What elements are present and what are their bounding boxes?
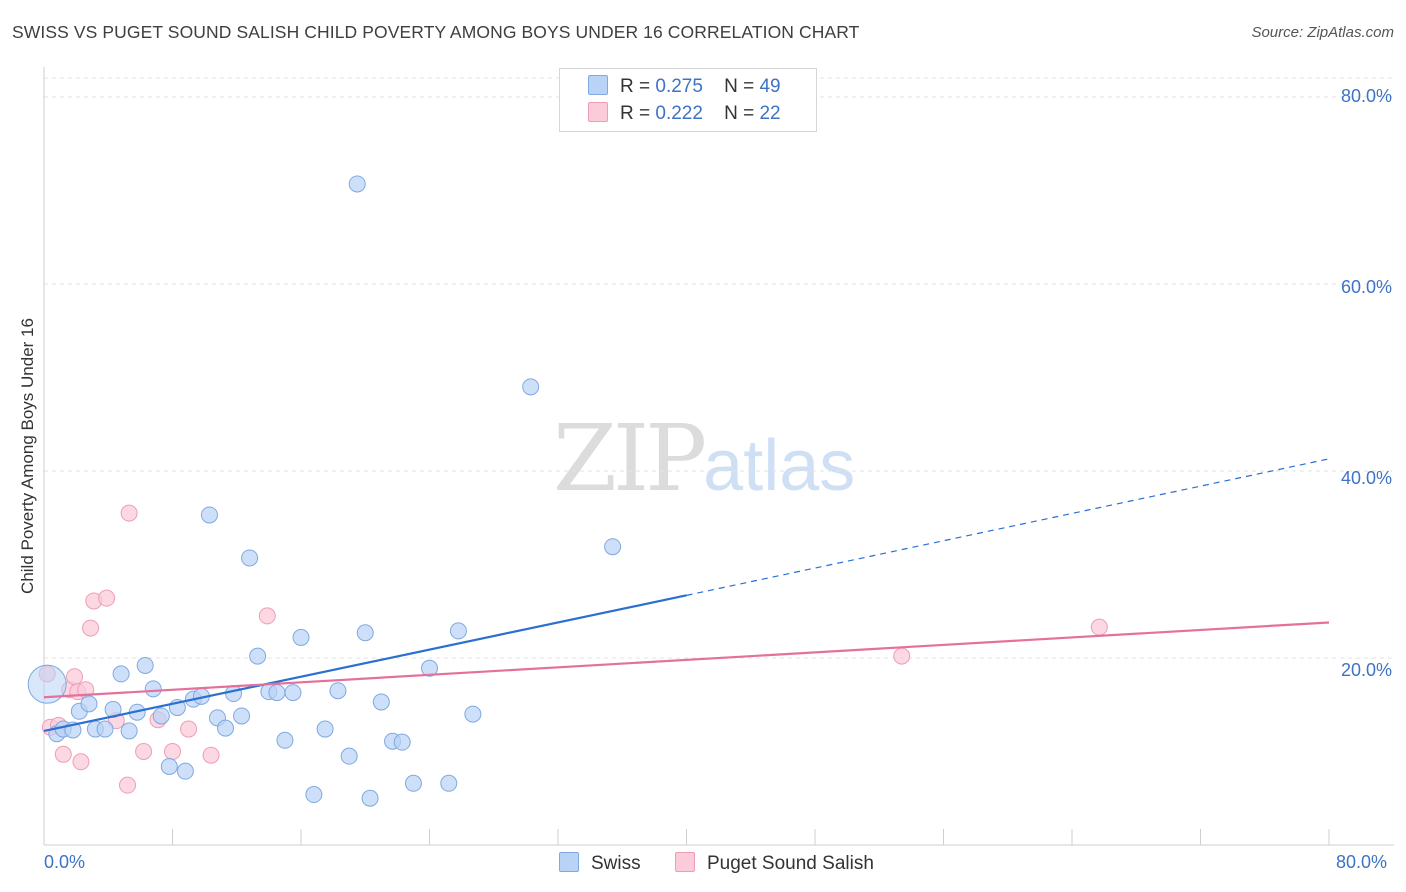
- salish-point: [164, 743, 181, 760]
- watermark-zip: ZIP: [553, 405, 707, 512]
- swiss-point: [522, 378, 540, 396]
- swiss-point: [120, 722, 138, 740]
- swiss-swatch: [588, 75, 608, 95]
- swiss-point: [176, 762, 194, 780]
- swiss-point: [217, 719, 235, 737]
- swiss-point: [604, 538, 622, 556]
- swiss-trend-line: [43, 594, 687, 733]
- salish-points: [38, 504, 1108, 794]
- swiss-point: [404, 774, 422, 792]
- swiss-point: [292, 628, 310, 646]
- swiss-point: [144, 680, 162, 698]
- salish-r-value: 0.222: [655, 103, 703, 124]
- chart-source: Source: ZipAtlas.com: [1251, 24, 1394, 41]
- swiss-point: [268, 684, 286, 702]
- swiss-point: [356, 624, 374, 642]
- swiss-point: [372, 693, 390, 711]
- swiss-point: [440, 774, 458, 792]
- swiss-point: [305, 786, 323, 804]
- legend-item-salish[interactable]: Puget Sound Salish: [675, 852, 874, 875]
- salish-legend-swatch: [675, 852, 695, 872]
- swiss-point: [348, 175, 366, 193]
- swiss-point: [329, 682, 347, 700]
- salish-point: [1090, 618, 1108, 636]
- swiss-legend-label: Swiss: [591, 853, 641, 874]
- swiss-point: [421, 659, 438, 677]
- correlation-legend: R = 0.275 N = 49 R = 0.222 N = 22: [559, 68, 817, 132]
- salish-point: [180, 720, 198, 738]
- swiss-point: [136, 656, 154, 674]
- swiss-point: [225, 685, 243, 703]
- swiss-point: [200, 506, 218, 524]
- swiss-point: [160, 757, 178, 775]
- y-tick-label-60: 60.0%: [1340, 277, 1392, 297]
- salish-point: [119, 776, 137, 794]
- swiss-point: [340, 747, 358, 765]
- swiss-point: [249, 647, 267, 665]
- x-tick-label-max: 80.0%: [1336, 852, 1388, 872]
- salish-point: [258, 607, 276, 625]
- swiss-point: [449, 622, 467, 640]
- swiss-trend-extension: [686, 458, 1330, 596]
- swiss-point: [393, 733, 411, 751]
- watermark: ZIPatlas: [553, 405, 855, 512]
- chart-title: SWISS VS PUGET SOUND SALISH CHILD POVERT…: [12, 22, 860, 42]
- swiss-point: [80, 695, 98, 713]
- legend-row-salish: R = 0.222 N = 22: [588, 102, 781, 126]
- y-tick-label-20: 20.0%: [1340, 660, 1392, 680]
- watermark-atlas: atlas: [703, 426, 856, 506]
- y-tick-label-40: 40.0%: [1340, 468, 1392, 488]
- salish-point: [66, 668, 84, 686]
- swiss-point: [241, 549, 259, 567]
- trend-lines: [43, 458, 1330, 733]
- axes: [43, 67, 1394, 846]
- salish-swatch: [588, 102, 608, 122]
- swiss-points: [27, 175, 622, 807]
- swiss-legend-swatch: [559, 852, 579, 872]
- swiss-point: [152, 707, 170, 725]
- salish-point: [135, 743, 153, 760]
- y-tick-label-80: 80.0%: [1340, 86, 1392, 106]
- salish-point: [54, 745, 72, 763]
- salish-trend-line: [43, 621, 1330, 699]
- legend-item-swiss[interactable]: Swiss: [559, 852, 641, 875]
- x-tick-label-min: 0.0%: [44, 852, 86, 872]
- salish-point: [98, 589, 116, 607]
- salish-n-value: 22: [759, 103, 781, 124]
- swiss-point: [96, 720, 114, 738]
- salish-point: [893, 647, 911, 665]
- swiss-r-value: 0.275: [655, 76, 703, 97]
- salish-point: [120, 504, 138, 522]
- swiss-point: [361, 789, 379, 807]
- legend-row-swiss: R = 0.275 N = 49: [588, 75, 781, 99]
- salish-legend-label: Puget Sound Salish: [707, 853, 874, 874]
- swiss-point: [112, 665, 130, 683]
- grid-lines: [44, 77, 1394, 659]
- swiss-n-value: 49: [759, 76, 781, 97]
- swiss-point: [464, 705, 482, 723]
- salish-point: [82, 619, 100, 637]
- swiss-point: [284, 684, 302, 702]
- swiss-point: [233, 707, 251, 725]
- swiss-point: [316, 720, 334, 738]
- salish-point: [202, 746, 220, 764]
- salish-point: [72, 753, 90, 771]
- swiss-point: [27, 664, 67, 704]
- swiss-point: [276, 731, 294, 749]
